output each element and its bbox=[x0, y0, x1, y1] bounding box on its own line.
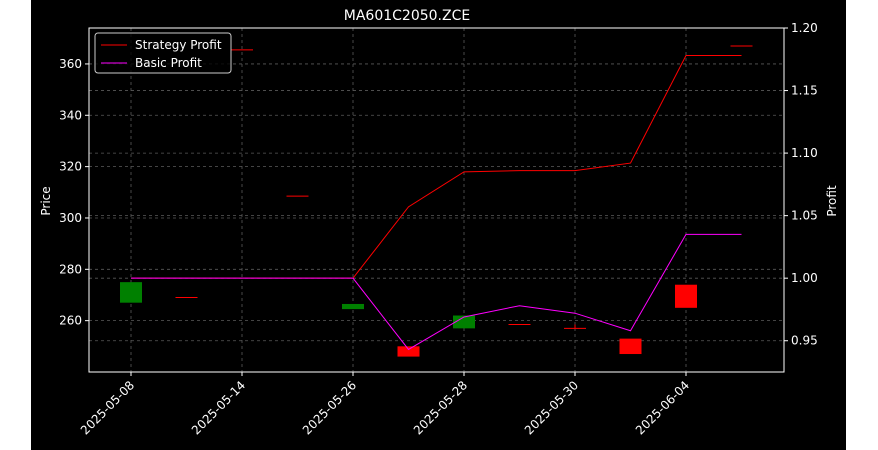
y-left-tick-label: 280 bbox=[59, 262, 82, 276]
candle-layer bbox=[120, 45, 753, 357]
profit-line bbox=[131, 233, 742, 351]
candle-body bbox=[453, 315, 475, 329]
legend-label: Strategy Profit bbox=[135, 38, 222, 52]
y-left-tick-label: 300 bbox=[59, 211, 82, 225]
candle-body bbox=[120, 282, 142, 303]
x-tick-label: 2025-05-30 bbox=[522, 378, 581, 437]
candle-body bbox=[397, 346, 420, 357]
chart-legend: Strategy Profit Basic Profit bbox=[94, 32, 232, 74]
y-right-tick-label: 1.20 bbox=[791, 21, 818, 35]
x-tick-label: 2025-06-04 bbox=[633, 378, 692, 437]
y-axis-right-title: Profit bbox=[825, 185, 839, 217]
chart-figure: MA601C2050.ZCE Price Profit 2025-05-08 20… bbox=[31, 0, 846, 450]
y-right-tick-label: 1.00 bbox=[791, 271, 818, 285]
y-axis-left-title: Price bbox=[39, 186, 53, 215]
x-tick-label: 2025-05-28 bbox=[411, 378, 470, 437]
x-tick-label: 2025-05-14 bbox=[189, 378, 248, 437]
candle-body bbox=[675, 284, 697, 308]
chart-title: MA601C2050.ZCE bbox=[344, 8, 470, 24]
x-tick-label: 2025-05-08 bbox=[78, 378, 137, 437]
x-tick-label: 2025-05-26 bbox=[300, 378, 359, 437]
y-left-tick-label: 340 bbox=[59, 108, 82, 122]
y-right-tick-label: 0.95 bbox=[791, 334, 818, 348]
y-right-tick-label: 1.05 bbox=[791, 209, 818, 223]
legend-box bbox=[94, 32, 232, 74]
y-right-tick-label: 1.15 bbox=[791, 84, 818, 98]
candle-body bbox=[619, 338, 642, 355]
grid-layer bbox=[89, 27, 784, 372]
tick-layer: 2025-05-08 2025-05-14 2025-05-26 2025-05-28… bbox=[59, 21, 818, 437]
chart-svg: MA601C2050.ZCE Price Profit 2025-05-08 20… bbox=[39, 8, 839, 437]
plot-frame bbox=[88, 27, 785, 373]
profit-lines bbox=[131, 55, 742, 351]
y-left-tick-label: 260 bbox=[59, 314, 82, 328]
candle-body bbox=[342, 303, 364, 310]
y-left-tick-label: 320 bbox=[59, 160, 82, 174]
legend-label: Basic Profit bbox=[135, 56, 202, 70]
y-left-tick-label: 360 bbox=[59, 57, 82, 71]
y-right-tick-label: 1.10 bbox=[791, 146, 818, 160]
